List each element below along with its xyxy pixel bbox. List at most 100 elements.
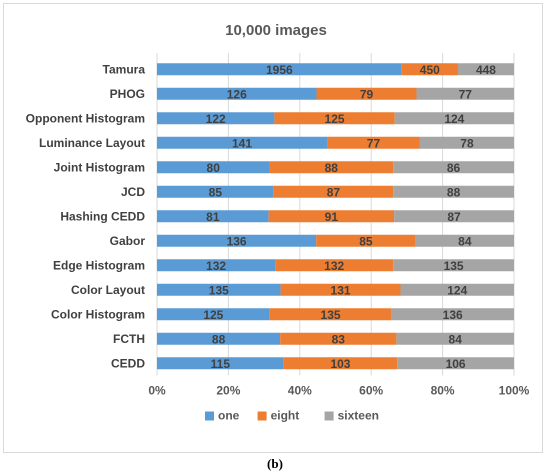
legend: one eight sixteen <box>205 409 379 423</box>
legend-swatch-sixteen <box>324 411 334 421</box>
bar-segment-one <box>157 308 270 321</box>
bar-segment-eight <box>401 63 458 76</box>
data-label: 86 <box>447 161 461 175</box>
category-label: Opponent Histogram <box>26 111 145 125</box>
data-label: 122 <box>206 112 226 126</box>
bar-segment-sixteen <box>393 161 514 174</box>
bar-segment-sixteen <box>419 136 514 149</box>
bar-segment-eight <box>269 161 394 174</box>
bar-segment-one <box>157 234 317 247</box>
bar-segment-sixteen <box>394 112 514 125</box>
figure-caption: (b) <box>267 456 283 471</box>
data-label: 81 <box>206 210 220 224</box>
x-tick-label: 60% <box>359 384 383 398</box>
x-tick-label: 0% <box>148 384 166 398</box>
data-label: 91 <box>325 210 339 224</box>
bar-segment-sixteen <box>391 308 514 321</box>
data-label: 135 <box>321 308 341 322</box>
data-label: 124 <box>447 283 467 297</box>
data-label: 115 <box>211 357 231 371</box>
data-label: 106 <box>446 357 466 371</box>
data-label: 85 <box>209 185 223 199</box>
bar-segment-eight <box>274 112 395 125</box>
bar-segment-eight <box>268 210 395 223</box>
data-label: 88 <box>325 161 339 175</box>
x-tick-label: 80% <box>431 384 455 398</box>
legend-label: sixteen <box>338 409 379 423</box>
data-label: 87 <box>447 210 461 224</box>
data-label: 80 <box>207 161 221 175</box>
data-label: 132 <box>206 259 226 273</box>
category-label: CEDD <box>111 356 145 370</box>
bar-segment-one <box>157 63 402 76</box>
data-label: 131 <box>331 283 351 297</box>
bar-segment-eight <box>283 357 398 370</box>
category-label: Hashing CEDD <box>60 209 145 223</box>
data-label: 450 <box>420 63 440 77</box>
data-label: 136 <box>227 234 247 248</box>
x-tick-label: 40% <box>288 384 312 398</box>
x-tick-label: 20% <box>216 384 240 398</box>
data-label: 103 <box>330 357 350 371</box>
data-label: 78 <box>460 136 474 150</box>
bar-segment-sixteen <box>400 283 514 296</box>
stacked-bar-chart: 10,000 images 1956 450 448 126 79 77 122 125 124… <box>26 22 530 423</box>
category-label: Color Layout <box>71 283 145 297</box>
bar-segment-eight <box>316 87 417 100</box>
bar-segment-sixteen <box>416 87 514 100</box>
data-label: 83 <box>332 332 346 346</box>
bar-segment-sixteen <box>393 185 514 198</box>
data-label: 126 <box>227 87 247 101</box>
category-label: Luminance Layout <box>39 136 145 150</box>
x-tick-label: 100% <box>499 384 530 398</box>
data-label: 84 <box>449 332 463 346</box>
legend-label: eight <box>271 409 300 423</box>
category-label: Tamura <box>103 62 146 76</box>
data-label: 87 <box>327 185 341 199</box>
bar-segment-one <box>157 259 276 272</box>
legend-swatch-eight <box>257 411 267 421</box>
data-label: 77 <box>459 87 473 101</box>
category-label: FCTH <box>113 332 145 346</box>
legend-swatch-one <box>205 411 214 421</box>
data-label: 448 <box>476 63 496 77</box>
bar-segment-eight <box>273 185 394 198</box>
category-labels: Tamura PHOG Opponent Histogram Luminance La… <box>26 62 146 370</box>
bar-segment-one <box>157 112 275 125</box>
data-label: 125 <box>203 308 223 322</box>
bar-segment-sixteen <box>397 357 514 370</box>
bar-segment-eight <box>327 136 420 149</box>
bar-segment-eight <box>269 308 392 321</box>
data-label: 85 <box>359 234 373 248</box>
bar-segment-eight <box>316 234 416 247</box>
bar-segment-eight <box>280 283 401 296</box>
bar-segment-one <box>157 136 328 149</box>
category-label: PHOG <box>110 87 145 101</box>
data-label: 135 <box>444 259 464 273</box>
bar-segment-one <box>157 332 281 345</box>
data-label: 84 <box>458 234 472 248</box>
bar-segment-one <box>157 210 269 223</box>
category-label: Joint Histogram <box>54 160 145 174</box>
data-label: 141 <box>232 136 252 150</box>
bars: 1956 450 448 126 79 77 122 125 124 141 77 78 80 88 86 8… <box>157 63 514 371</box>
data-label: 125 <box>325 112 345 126</box>
chart-frame: 10,000 images 1956 450 448 126 79 77 122 125 124… <box>3 3 543 453</box>
x-tick-labels: 0% 20% 40% 60% 80% 100% <box>148 384 529 398</box>
legend-label: one <box>218 409 240 423</box>
bar-segment-sixteen <box>394 210 514 223</box>
category-label: Gabor <box>110 234 146 248</box>
bar-segment-one <box>157 161 270 174</box>
bar-segment-one <box>157 185 274 198</box>
data-label: 79 <box>360 87 374 101</box>
category-label: JCD <box>121 185 145 199</box>
bar-segment-one <box>157 87 317 100</box>
data-label: 77 <box>367 136 381 150</box>
bar-segment-sixteen <box>457 63 514 76</box>
category-label: Color Histogram <box>51 307 145 321</box>
data-label: 124 <box>444 112 464 126</box>
bar-segment-sixteen <box>415 234 514 247</box>
data-label: 135 <box>209 283 229 297</box>
bar-segment-eight <box>275 259 394 272</box>
data-label: 88 <box>212 332 226 346</box>
